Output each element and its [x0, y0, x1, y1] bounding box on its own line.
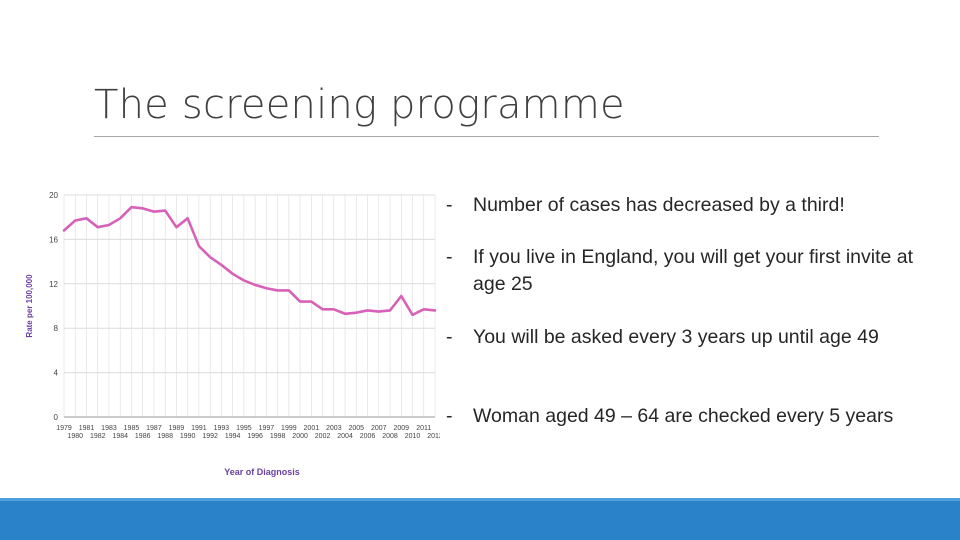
x-tick-label: 1986	[135, 433, 151, 440]
y-tick-label: 20	[49, 191, 58, 200]
x-tick-label: 2009	[393, 425, 409, 432]
x-tick-label: 1993	[214, 425, 230, 432]
gridlines	[63, 194, 436, 418]
bullet-item: - If you live in England, you will get y…	[446, 244, 916, 298]
x-tick-label: 2000	[292, 433, 308, 440]
bullet-text: Woman aged 49 – 64 are checked every 5 y…	[473, 405, 894, 427]
footer-highlight	[0, 498, 960, 501]
x-tick-label: 1991	[191, 425, 207, 432]
bullet-dash: -	[446, 326, 453, 348]
x-tick-label: 1988	[157, 433, 173, 440]
x-tick-label: 2007	[371, 425, 387, 432]
x-tick-label: 1980	[67, 433, 83, 440]
x-tick-label: 2010	[405, 433, 421, 440]
title-divider	[94, 136, 879, 137]
x-tick-label: 2001	[304, 425, 320, 432]
x-tick-label: 1999	[281, 425, 297, 432]
x-tick-label: 1989	[169, 425, 185, 432]
x-tick-label: 1983	[101, 425, 117, 432]
x-tick-label: 2002	[315, 433, 331, 440]
x-tick-label: 1982	[90, 433, 106, 440]
bullet-dash: -	[446, 246, 453, 268]
x-tick-label: 1981	[79, 425, 95, 432]
x-tick-label: 1984	[112, 433, 128, 440]
x-tick-label: 1979	[56, 425, 72, 432]
x-tick-label: 2006	[360, 433, 376, 440]
bullet-text: You will be asked every 3 years up until…	[473, 326, 879, 348]
bullet-item: - You will be asked every 3 years up unt…	[446, 324, 916, 351]
x-tick-label: 1996	[247, 433, 263, 440]
bullet-text: If you live in England, you will get you…	[473, 246, 914, 295]
bullet-item: - Number of cases has decreased by a thi…	[446, 192, 916, 219]
x-tick-label: 1992	[202, 433, 218, 440]
bullet-text: Number of cases has decreased by a third…	[473, 194, 845, 216]
x-tick-label: 2004	[337, 433, 353, 440]
x-axis-label: Year of Diagnosis	[224, 467, 300, 477]
x-tick-label: 2003	[326, 425, 342, 432]
y-tick-label: 16	[49, 235, 58, 244]
x-tick-label: 2011	[416, 425, 431, 432]
x-tick-label: 2008	[382, 433, 398, 440]
bullet-item: - Woman aged 49 – 64 are checked every 5…	[446, 403, 916, 430]
y-tick-label: 8	[54, 324, 59, 333]
y-axis-label: Rate per 100,000	[25, 274, 34, 338]
x-tick-label: 2005	[349, 425, 365, 432]
slide-title: The screening programme	[94, 82, 625, 128]
series-group	[62, 205, 437, 317]
x-tick-label: 1985	[124, 425, 140, 432]
x-tick-label: 1994	[225, 433, 241, 440]
footer-bar	[0, 498, 960, 540]
y-tick-label: 4	[54, 369, 59, 378]
series-line	[62, 205, 437, 317]
x-tick-label: 1998	[270, 433, 286, 440]
x-tick-label: 1997	[259, 425, 275, 432]
x-tick-label: 1995	[236, 425, 252, 432]
x-tick-label: 1990	[180, 433, 196, 440]
y-tick-label: 12	[49, 280, 58, 289]
y-tick-labels: 0 4 8 12 16 20	[49, 191, 58, 422]
bullet-dash: -	[446, 405, 453, 427]
bullet-dash: -	[446, 194, 453, 216]
y-tick-label: 0	[54, 413, 59, 422]
x-tick-labels: 1979 1981 1983 1985 1987 1989 1991 1993 1995 1997…	[56, 425, 440, 440]
x-tick-label: 1987	[146, 425, 162, 432]
x-tick-label: 2012	[427, 433, 440, 440]
